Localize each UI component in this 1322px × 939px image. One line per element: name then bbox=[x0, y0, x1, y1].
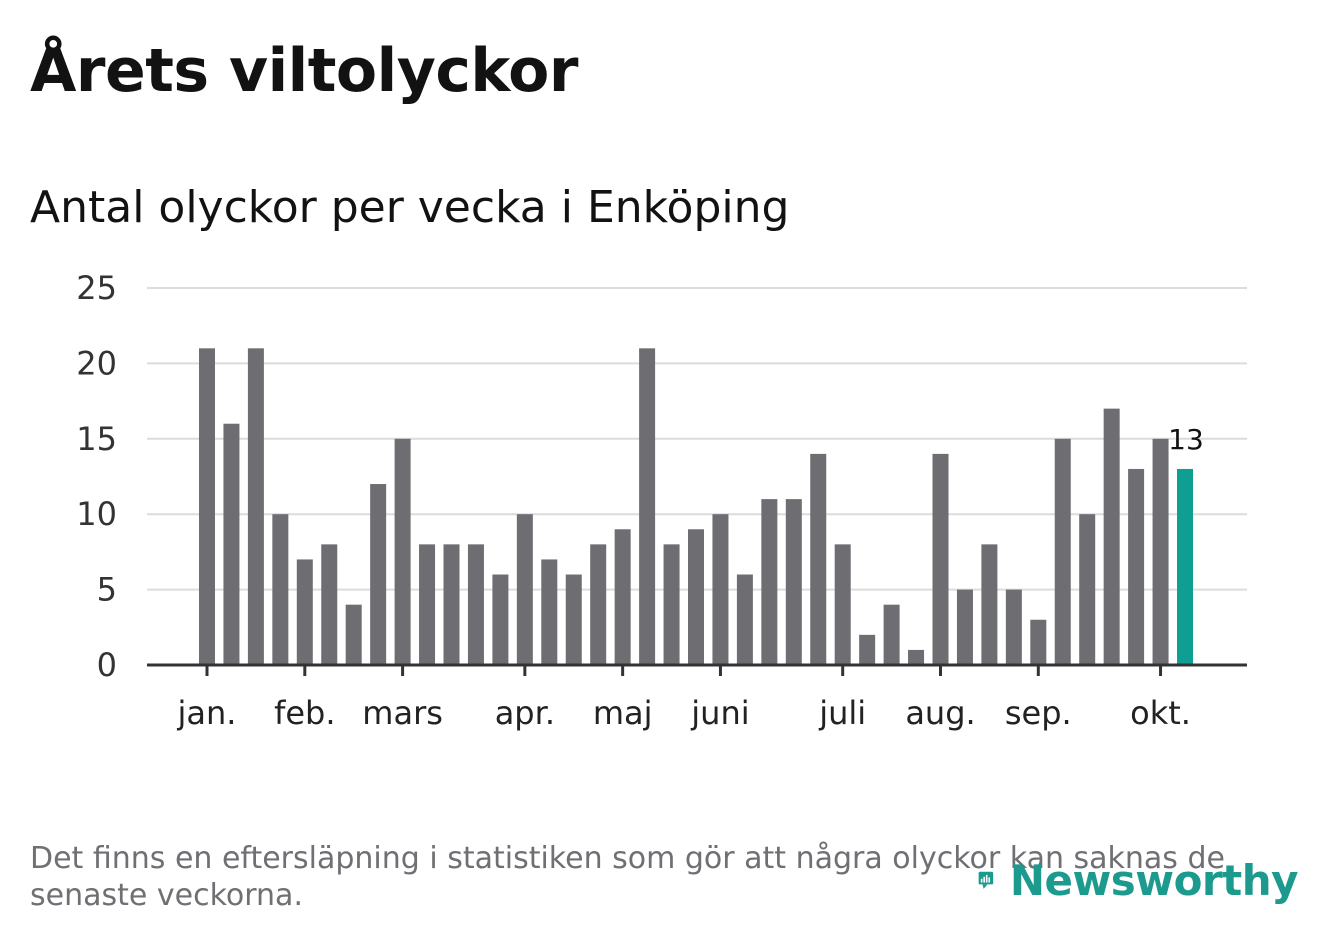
x-tick-label: mars bbox=[362, 694, 443, 732]
bar bbox=[345, 604, 362, 665]
y-tick-label: 25 bbox=[76, 269, 117, 307]
bar bbox=[956, 589, 973, 665]
bar bbox=[1079, 514, 1096, 665]
bar bbox=[394, 438, 411, 665]
bar bbox=[247, 348, 264, 665]
bar bbox=[1005, 589, 1022, 665]
chart-title: Årets viltolyckor bbox=[30, 36, 579, 106]
bar bbox=[590, 544, 607, 665]
bar bbox=[443, 544, 460, 665]
bar-chart-speech-bubble-icon bbox=[978, 871, 994, 889]
x-tick-label: feb. bbox=[274, 694, 335, 732]
newsworthy-logo: Newsworthy bbox=[978, 848, 1299, 912]
bar bbox=[223, 423, 240, 665]
bar bbox=[663, 544, 680, 665]
x-tick-label: jan. bbox=[177, 694, 237, 732]
axes bbox=[147, 663, 1247, 676]
bar bbox=[614, 529, 631, 665]
x-tick-label: apr. bbox=[495, 694, 555, 732]
bar bbox=[981, 544, 998, 665]
x-tick-label: juli bbox=[818, 694, 866, 732]
bar bbox=[810, 453, 827, 665]
labels: 0 5 10 15 20 25 jan. feb. mars apr. maj juni juli aug… bbox=[76, 269, 1204, 732]
y-tick-label: 0 bbox=[97, 646, 117, 684]
y-tick-label: 20 bbox=[76, 344, 117, 382]
bar bbox=[1030, 619, 1047, 665]
bar bbox=[1103, 408, 1120, 665]
y-tick-label: 5 bbox=[97, 571, 117, 609]
bar bbox=[834, 544, 851, 665]
bar bbox=[467, 544, 484, 665]
y-tick-label: 10 bbox=[76, 495, 117, 533]
bar bbox=[321, 544, 338, 665]
bar bbox=[272, 514, 289, 665]
bar bbox=[785, 499, 802, 665]
bar bbox=[688, 529, 704, 665]
brand-name: Newsworthy bbox=[1009, 855, 1299, 905]
bar bbox=[419, 544, 436, 665]
bar bbox=[908, 649, 925, 665]
bar bbox=[932, 453, 949, 665]
x-tick-label: okt. bbox=[1130, 694, 1191, 732]
bar bbox=[736, 574, 753, 665]
footnote: Det finns en eftersläpning i statistiken… bbox=[30, 841, 1225, 913]
bar bbox=[199, 348, 215, 665]
bar bbox=[565, 574, 582, 665]
chart-subtitle: Antal olyckor per vecka i Enköping bbox=[30, 182, 790, 233]
bar bbox=[883, 604, 900, 665]
bar bbox=[639, 348, 656, 665]
bar bbox=[541, 559, 558, 665]
bar bbox=[370, 484, 387, 665]
bar-current-week bbox=[1177, 468, 1193, 665]
x-tick-label: maj bbox=[593, 694, 653, 732]
bar bbox=[492, 574, 509, 665]
x-tick-label: aug. bbox=[905, 694, 975, 732]
bar bbox=[1128, 468, 1145, 665]
x-tick-label: juni bbox=[690, 694, 749, 732]
bar bbox=[761, 499, 778, 665]
y-tick-label: 15 bbox=[76, 420, 117, 458]
bar bbox=[516, 514, 533, 665]
x-tick-label: sep. bbox=[1005, 694, 1072, 732]
bars bbox=[199, 348, 1193, 665]
highlight-value-label: 13 bbox=[1168, 423, 1204, 456]
bar bbox=[1054, 438, 1071, 665]
bar bbox=[712, 514, 729, 665]
bar bbox=[296, 559, 313, 665]
bar bbox=[859, 634, 876, 665]
bar bbox=[1152, 438, 1169, 665]
bar-chart: 0 5 10 15 20 25 jan. feb. mars apr. maj juni juli aug… bbox=[76, 269, 1247, 732]
